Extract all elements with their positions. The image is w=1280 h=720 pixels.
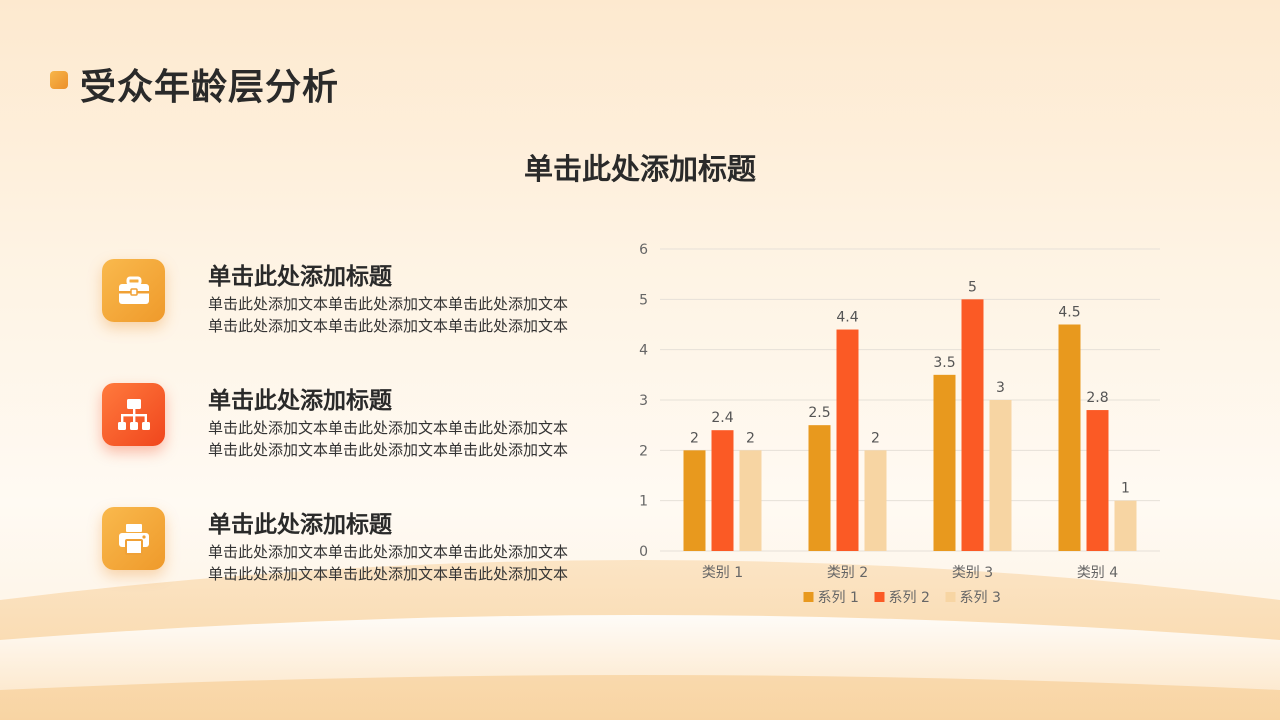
feature-item-title: 单击此处添加标题 xyxy=(208,512,392,538)
feature-item-text: 单击此处添加文本单击此处添加文本单击此处添加文本单击此处添加文本单击此处添加文本… xyxy=(208,419,569,459)
printer-icon xyxy=(118,523,149,555)
y-tick-label: 2 xyxy=(639,443,648,459)
title-accent-square xyxy=(50,71,68,89)
section-title: 单击此处添加标题 xyxy=(523,152,756,186)
feature-item-3: 单击此处添加标题 单击此处添加文本单击此处添加文本单击此处添加文本单击此处添加文… xyxy=(102,507,602,617)
y-tick-label: 3 xyxy=(639,393,648,409)
data-label: 3 xyxy=(996,380,1005,396)
legend-label: 系列 2 xyxy=(889,590,930,606)
y-tick-label: 1 xyxy=(639,494,648,510)
printer-icon-tile xyxy=(102,507,165,570)
legend-swatch xyxy=(803,592,814,602)
feature-item-text: 单击此处添加文本单击此处添加文本单击此处添加文本单击此处添加文本单击此处添加文本… xyxy=(208,295,569,335)
data-label: 5 xyxy=(968,279,977,295)
bar xyxy=(989,400,1012,551)
org-chart-icon-tile xyxy=(102,383,165,446)
bar xyxy=(1058,324,1081,551)
x-tick-label: 类别 1 xyxy=(702,565,743,581)
bar xyxy=(808,425,831,551)
data-label: 2.8 xyxy=(1086,390,1108,406)
bar xyxy=(961,299,984,551)
y-tick-label: 6 xyxy=(639,242,648,258)
legend-swatch xyxy=(874,592,885,602)
data-label: 2.5 xyxy=(808,405,830,421)
toolbox-icon xyxy=(118,276,149,304)
data-label: 4.4 xyxy=(836,310,858,326)
org-chart-icon xyxy=(117,398,150,430)
legend-label: 系列 3 xyxy=(960,590,1001,606)
bar xyxy=(1086,410,1109,551)
y-tick-label: 5 xyxy=(639,292,648,308)
legend-swatch xyxy=(945,592,956,602)
data-label: 1 xyxy=(1121,481,1130,497)
data-label: 2 xyxy=(746,430,755,446)
toolbox-icon-tile xyxy=(102,259,165,322)
y-tick-label: 0 xyxy=(639,544,648,560)
data-label: 4.5 xyxy=(1058,305,1080,321)
bar xyxy=(933,374,956,551)
feature-item-title: 单击此处添加标题 xyxy=(208,264,392,290)
legend-label: 系列 1 xyxy=(818,590,859,606)
bar xyxy=(864,450,887,551)
data-label: 3.5 xyxy=(933,355,955,371)
feature-item-text: 单击此处添加文本单击此处添加文本单击此处添加文本单击此处添加文本单击此处添加文本… xyxy=(208,543,569,583)
data-label: 2 xyxy=(690,430,699,446)
data-label: 2 xyxy=(871,430,880,446)
page-title: 受众年龄层分析 xyxy=(80,67,340,108)
feature-item-title: 单击此处添加标题 xyxy=(208,388,392,414)
bar xyxy=(739,450,762,551)
bar-chart: 0 1 2 3 4 5 6 2 2.4 2 类别 1 2.5 4.4 2 类别 2 3.5 5 3 类别 3 4.5 2… xyxy=(620,230,1180,630)
feature-item-1: 单击此处添加标题 单击此处添加文本单击此处添加文本单击此处添加文本单击此处添加文… xyxy=(102,259,602,369)
y-tick-label: 4 xyxy=(639,343,648,359)
bar xyxy=(711,430,734,551)
bar-chart-svg: 0 1 2 3 4 5 6 2 2.4 2 类别 1 2.5 4.4 2 类别 2 3.5 5 3 类别 3 4.5 2… xyxy=(639,242,1160,606)
bar xyxy=(1114,500,1137,551)
feature-item-2: 单击此处添加标题 单击此处添加文本单击此处添加文本单击此处添加文本单击此处添加文… xyxy=(102,383,602,493)
data-label: 2.4 xyxy=(711,410,733,426)
x-tick-label: 类别 4 xyxy=(1077,565,1118,581)
x-tick-label: 类别 2 xyxy=(827,565,868,581)
bar xyxy=(836,329,859,551)
x-tick-label: 类别 3 xyxy=(952,565,993,581)
bar xyxy=(683,450,706,551)
